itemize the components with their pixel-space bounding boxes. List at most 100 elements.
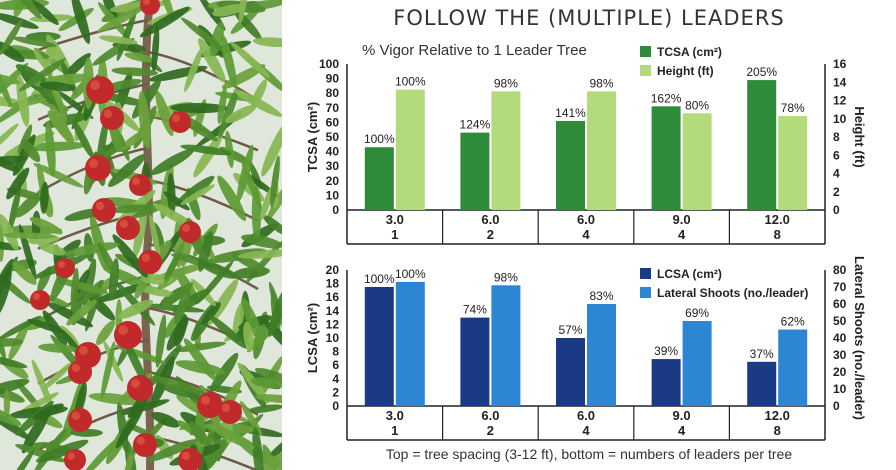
leaf — [72, 119, 95, 160]
leaf — [209, 315, 248, 349]
leaf — [3, 389, 10, 420]
leaf — [0, 268, 12, 316]
leaf — [115, 281, 156, 326]
legend-swatch — [640, 65, 651, 76]
bar-2-s1 — [460, 317, 490, 406]
leaf — [0, 214, 19, 251]
leaf — [42, 361, 74, 391]
peach-highlight — [119, 219, 128, 228]
left-tick-label: 20 — [326, 174, 340, 188]
leaf — [36, 439, 89, 463]
leaf — [0, 240, 22, 251]
peach-highlight — [132, 177, 140, 185]
leaf — [250, 377, 282, 389]
leaf — [180, 184, 215, 206]
leaf — [40, 181, 49, 214]
leaf — [139, 6, 190, 38]
leaf — [82, 258, 97, 306]
leaf — [97, 242, 118, 277]
left-tick-label: 2 — [332, 385, 339, 399]
leaf — [252, 426, 264, 470]
leaf — [0, 354, 28, 369]
bar-1-s2 — [682, 113, 712, 210]
leaf — [266, 175, 282, 222]
leaf — [247, 404, 282, 414]
peach-fruit — [64, 449, 86, 470]
leaf — [170, 103, 229, 114]
leaf — [203, 440, 226, 470]
leaf — [9, 449, 35, 470]
data-label: 62% — [781, 315, 805, 329]
peach-highlight — [221, 403, 230, 412]
peach-fruit — [129, 174, 151, 196]
leaf — [71, 0, 91, 44]
peach-highlight — [58, 261, 65, 268]
leaf — [161, 282, 194, 308]
left-tick-label: 16 — [326, 290, 340, 304]
leaf — [27, 318, 66, 334]
chart-footnote: Top = tree spacing (3-12 ft), bottom = n… — [385, 446, 793, 462]
leaf — [100, 341, 116, 400]
leaf — [118, 128, 149, 152]
bar-2-s1 — [747, 361, 777, 406]
bar-2-s2 — [587, 304, 616, 406]
category-spacing-label: 6.0 — [481, 408, 499, 423]
left-tick-label: 14 — [326, 304, 340, 318]
right-tick-label: 6 — [833, 148, 840, 162]
data-label: 124% — [460, 118, 491, 132]
category-leaders-label: 4 — [678, 423, 686, 438]
data-label: 100% — [364, 272, 395, 286]
bar-2-s2 — [491, 285, 521, 406]
data-label: 205% — [746, 65, 777, 79]
peach-highlight — [141, 253, 150, 262]
peach-highlight — [172, 114, 180, 122]
peach-highlight — [181, 451, 190, 460]
right-tick-label: 40 — [833, 331, 847, 345]
right-tick-label: 0 — [833, 203, 840, 217]
right-tick-label: 30 — [833, 348, 847, 362]
peach-fruit — [100, 106, 124, 130]
legend-label: LCSA (cm²) — [657, 267, 722, 281]
leaf — [108, 153, 146, 188]
leaf — [193, 133, 223, 178]
legend-background — [635, 43, 747, 83]
left-tick-label: 12 — [326, 317, 340, 331]
leaf — [97, 6, 145, 33]
peach-fruit — [114, 321, 142, 349]
left-tick-label: 4 — [332, 372, 339, 386]
legend-swatch — [640, 46, 651, 57]
left-tick-label: 80 — [326, 86, 340, 100]
peach-highlight — [200, 395, 210, 406]
leaf — [158, 0, 175, 21]
peach-fruit — [30, 290, 50, 310]
leaf — [253, 37, 282, 48]
leaf — [217, 86, 227, 124]
bar-2-s1 — [651, 359, 681, 406]
data-label: 98% — [494, 270, 518, 284]
peach-highlight — [136, 436, 145, 445]
leaf — [238, 0, 249, 24]
bar-2-s2 — [395, 281, 425, 406]
category-spacing-label: 12.0 — [765, 408, 790, 423]
right-tick-label: 4 — [833, 167, 840, 181]
bar-1-s1 — [651, 106, 681, 210]
leaf — [167, 172, 176, 217]
right-tick-label: 16 — [833, 57, 847, 71]
data-label: 83% — [589, 289, 613, 303]
leaf — [12, 36, 57, 48]
left-tick-label: 20 — [326, 263, 340, 277]
leaf — [243, 321, 254, 352]
leaf — [201, 262, 238, 279]
leaf — [38, 343, 77, 353]
left-tick-label: 10 — [326, 188, 340, 202]
peach-highlight — [67, 452, 75, 460]
data-label: 141% — [555, 106, 586, 120]
category-spacing-label: 6.0 — [481, 212, 499, 227]
right-tick-label: 12 — [833, 94, 847, 108]
leaf — [0, 65, 12, 107]
category-spacing-label: 3.0 — [386, 408, 404, 423]
left-tick-label: 70 — [326, 101, 340, 115]
chart-panel-1: 01020304050607080901000246810121416TCSA … — [305, 42, 867, 245]
leaf — [180, 144, 232, 156]
leaf — [0, 41, 25, 63]
